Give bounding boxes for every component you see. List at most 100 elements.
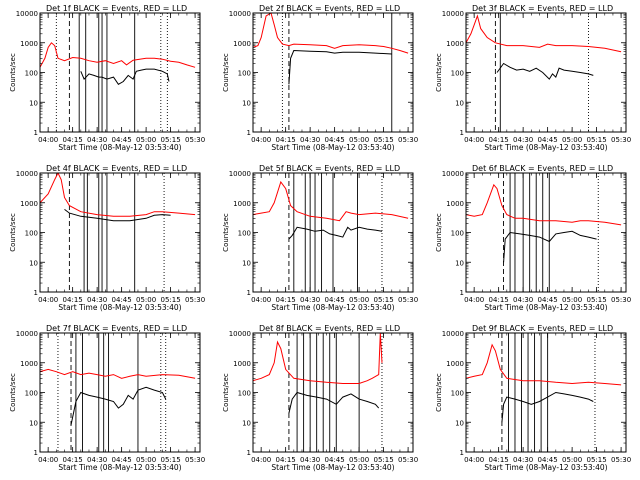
x-tick-label: 04:00 [38,296,58,304]
x-tick-label: 04:00 [38,136,58,144]
lld-series-line [253,180,409,222]
x-tick-label: 05:15 [161,456,181,464]
events-series-line [501,391,594,423]
x-tick-label: 04:00 [464,136,484,144]
y-tick-label: 10 [455,419,464,427]
y-tick-label: 10000 [442,330,464,338]
x-tick-label: 04:30 [300,456,320,464]
x-tick-label: 04:15 [489,296,509,304]
x-tick-label: 05:15 [161,136,181,144]
x-tick-label: 04:15 [63,136,83,144]
lld-series-line [40,368,196,379]
y-tick-label: 100 [451,70,464,78]
x-tick-label: 05:00 [136,136,156,144]
x-tick-label: 04:15 [276,456,296,464]
x-tick-label: 04:45 [538,296,558,304]
y-axis-label: Counts/sec [435,53,443,92]
events-series-line [288,391,380,414]
x-tick-label: 05:15 [374,296,394,304]
y-tick-label: 1 [34,289,38,297]
x-tick-label: 05:30 [185,136,205,144]
x-tick-label: 05:00 [349,296,369,304]
y-tick-label: 100 [25,70,38,78]
y-axis-label: Counts/sec [222,213,230,252]
panel-title: Det 3f BLACK = Events, RED = LLD [472,4,613,13]
lld-series-line [40,173,196,217]
y-tick-label: 1 [460,289,464,297]
plot-frame [39,172,201,293]
x-tick-label: 04:15 [489,136,509,144]
y-tick-label: 1000 [233,360,251,368]
x-tick-label: 05:15 [587,296,607,304]
y-tick-label: 100 [238,390,251,398]
x-tick-label: 05:00 [562,136,582,144]
x-tick-label: 04:15 [63,456,83,464]
x-tick-label: 04:30 [87,136,107,144]
x-tick-label: 04:45 [538,456,558,464]
x-tick-label: 05:30 [398,136,418,144]
x-tick-label: 04:45 [112,136,132,144]
y-tick-label: 1000 [233,200,251,208]
x-axis-label: Start Time (08-May-12 03:53:40) [271,143,394,152]
events-series-line [288,49,392,85]
y-tick-label: 1000 [446,200,464,208]
panel-3: Det 3f BLACK = Events, RED = LLD 1 10 100 10… [435,4,631,152]
plot-frame [252,332,414,453]
x-tick-label: 05:00 [562,296,582,304]
x-tick-label: 05:30 [611,296,631,304]
y-tick-label: 1 [34,129,38,137]
plot-frame [39,332,201,453]
panel-5: Det 5f BLACK = Events, RED = LLD 1 10 100 10… [222,164,418,312]
events-series-line [80,68,170,85]
y-tick-label: 10 [242,259,251,267]
x-tick-label: 05:15 [374,456,394,464]
y-tick-label: 10 [242,419,251,427]
panel-2: Det 2f BLACK = Events, RED = LLD 1 10 100 10… [222,4,418,152]
x-tick-label: 05:30 [398,456,418,464]
y-tick-label: 1000 [20,360,38,368]
x-tick-label: 04:45 [538,136,558,144]
panel-title: Det 7f BLACK = Events, RED = LLD [46,324,187,333]
panel-4: Det 4f BLACK = Events, RED = LLD 1 10 100 10… [9,164,205,312]
y-tick-label: 1000 [446,360,464,368]
panel-title: Det 4f BLACK = Events, RED = LLD [46,164,187,173]
y-axis-label: Counts/sec [9,373,17,412]
x-tick-label: 04:45 [112,456,132,464]
events-series-line [70,386,167,426]
x-tick-label: 04:30 [87,456,107,464]
y-tick-label: 10 [29,419,38,427]
panel-title: Det 9f BLACK = Events, RED = LLD [472,324,613,333]
x-tick-label: 05:15 [587,456,607,464]
panel-title: Det 5f BLACK = Events, RED = LLD [259,164,400,173]
x-tick-label: 04:00 [464,456,484,464]
x-axis-label: Start Time (08-May-12 03:53:40) [271,303,394,312]
x-tick-label: 04:00 [251,296,271,304]
events-series-line [503,230,597,263]
x-axis-label: Start Time (08-May-12 03:53:40) [58,463,181,472]
y-tick-label: 1 [34,449,38,457]
x-tick-label: 05:30 [185,296,205,304]
y-axis-label: Counts/sec [9,53,17,92]
y-tick-label: 10000 [229,170,251,178]
plot-frame [465,12,627,133]
x-tick-label: 05:15 [587,136,607,144]
lld-series-line [40,42,196,68]
y-tick-label: 100 [238,230,251,238]
plot-frame [252,12,414,133]
y-axis-label: Counts/sec [222,53,230,92]
y-tick-label: 1000 [20,200,38,208]
panel-title: Det 2f BLACK = Events, RED = LLD [259,4,400,13]
x-axis-label: Start Time (08-May-12 03:53:40) [484,143,607,152]
x-tick-label: 05:30 [185,456,205,464]
y-tick-label: 1000 [233,40,251,48]
x-axis-label: Start Time (08-May-12 03:53:40) [58,143,181,152]
x-tick-label: 04:00 [251,456,271,464]
y-tick-label: 10000 [442,10,464,18]
events-series-line [496,62,594,80]
y-tick-label: 1 [247,449,251,457]
panel-title: Det 6f BLACK = Events, RED = LLD [472,164,613,173]
events-series-line [64,209,171,222]
y-tick-label: 10000 [442,170,464,178]
x-tick-label: 04:30 [300,136,320,144]
plot-frame [39,12,201,133]
